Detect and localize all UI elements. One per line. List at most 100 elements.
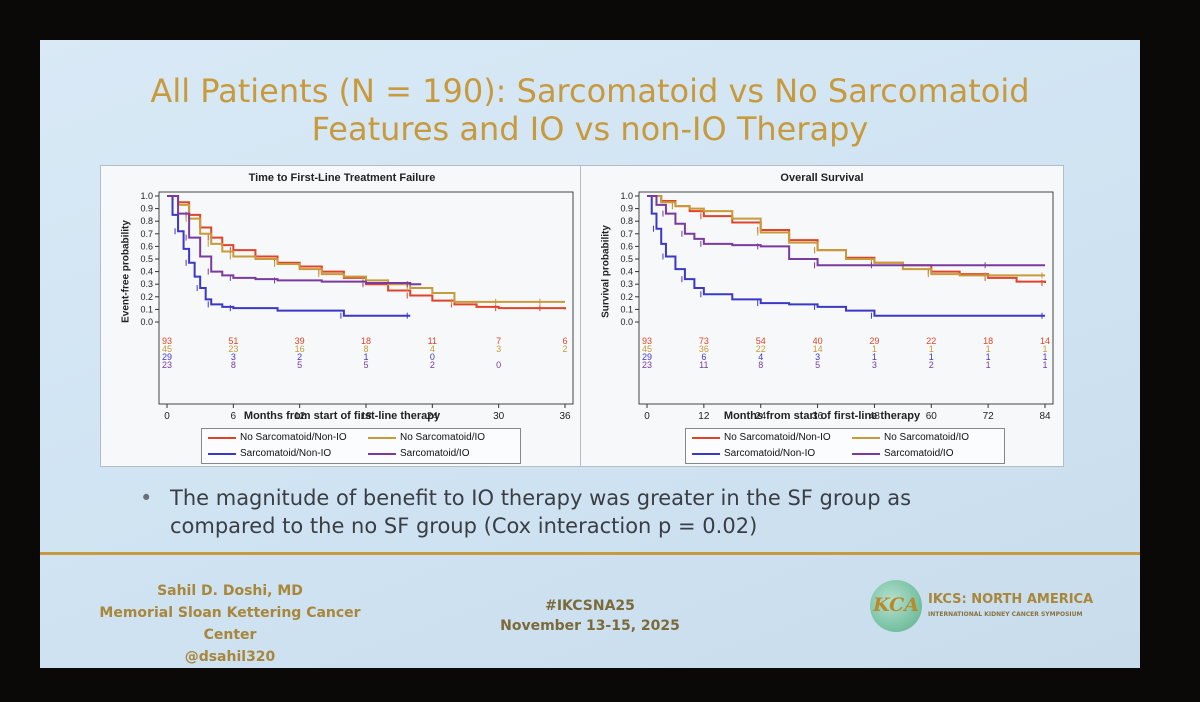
risk-count: 73	[699, 336, 709, 346]
legend-item: No Sarcomatoid/IO	[852, 430, 1010, 446]
y-tick-label: 0.2	[140, 292, 153, 302]
org-subtitle: INTERNATIONAL KIDNEY CANCER SYMPOSIUM	[928, 611, 1083, 618]
plot-frame	[158, 191, 574, 405]
x-tick-label: 84	[1039, 411, 1051, 422]
risk-count: 39	[295, 336, 305, 346]
risk-count: 1	[986, 360, 991, 370]
risk-count: 1	[929, 352, 934, 362]
risk-count: 22	[756, 344, 766, 354]
event-dates: November 13-15, 2025	[500, 618, 680, 634]
legend-label: Sarcomatoid/IO	[884, 448, 954, 459]
risk-count: 45	[642, 344, 652, 354]
x-tick-label: 6	[231, 411, 237, 422]
risk-count: 40	[813, 336, 823, 346]
survival-curve	[647, 195, 1046, 283]
y-axis-label: Survival probability	[600, 225, 612, 318]
survival-curve	[167, 195, 422, 286]
x-tick-label: 36	[812, 411, 824, 422]
risk-count: 11	[699, 360, 708, 370]
risk-count: 1	[929, 344, 934, 354]
risk-count: 3	[496, 344, 501, 354]
y-tick-label: 0.2	[620, 292, 633, 302]
presenter-info: Sahil D. Doshi, MD Memorial Sloan Ketter…	[80, 580, 380, 668]
legend-swatch	[368, 453, 396, 455]
footer-divider	[40, 552, 1140, 555]
y-tick-label: 0.7	[620, 229, 633, 239]
risk-count: 23	[642, 360, 652, 370]
risk-count: 3	[231, 352, 236, 362]
survival-curve	[167, 195, 566, 310]
legend-swatch	[208, 453, 236, 455]
legend-item: No Sarcomatoid/IO	[368, 430, 526, 446]
presenter-handle: @dsahil320	[184, 649, 276, 665]
legend-label: Sarcomatoid/Non-IO	[724, 448, 816, 459]
legend-label: No Sarcomatoid/Non-IO	[240, 432, 347, 443]
risk-count: 1	[872, 344, 877, 354]
risk-count: 22	[926, 336, 936, 346]
x-axis-label: Months from start of first-line therapy	[243, 410, 441, 422]
org-name: IKCS: NORTH AMERICA	[928, 592, 1094, 607]
risk-count: 2	[430, 360, 435, 370]
event-info: #IKCSNA25 November 13-15, 2025	[470, 596, 710, 636]
risk-count: 3	[872, 360, 877, 370]
chart-treatment-failure: 0.0 0.1 0.2 0.3 0.4 0.5 0.6 0.7 0.8 0.9 1.0 0 6 12 18 2…	[100, 165, 584, 467]
bullet-text-line-1: The magnitude of benefit to IO therapy w…	[170, 486, 912, 510]
risk-count: 16	[295, 344, 305, 354]
risk-count: 4	[430, 344, 435, 354]
legend-swatch	[692, 437, 720, 439]
risk-count: 1	[986, 352, 991, 362]
risk-count: 29	[869, 336, 879, 346]
legend-swatch	[208, 437, 236, 439]
risk-count: 1	[1042, 344, 1047, 354]
risk-count: 1	[872, 352, 877, 362]
risk-count: 2	[929, 360, 934, 370]
risk-count: 11	[428, 336, 437, 346]
legend-label: Sarcomatoid/IO	[400, 448, 470, 459]
x-tick-label: 0	[164, 411, 170, 422]
x-tick-label: 60	[926, 411, 938, 422]
y-tick-label: 0.8	[140, 216, 153, 226]
survival-curve	[647, 195, 1045, 317]
risk-count: 8	[363, 344, 368, 354]
risk-count: 5	[363, 360, 368, 370]
x-tick-label: 24	[755, 411, 767, 422]
x-tick-label: 18	[360, 411, 372, 422]
kca-logo-icon: KCA	[870, 580, 922, 632]
x-tick-label: 48	[869, 411, 881, 422]
y-tick-label: 0.5	[140, 254, 153, 264]
risk-count: 2	[562, 344, 567, 354]
risk-count: 51	[228, 336, 238, 346]
chart-legend: No Sarcomatoid/Non-IO No Sarcomatoid/IO …	[201, 428, 521, 464]
y-tick-label: 0.6	[620, 241, 633, 251]
y-tick-label: 0.6	[140, 241, 153, 251]
presenter-name: Sahil D. Doshi, MD	[157, 583, 303, 599]
survival-curve	[167, 195, 411, 317]
y-axis-label: Event-free probability	[120, 220, 132, 323]
y-tick-label: 0.9	[620, 204, 633, 214]
slide-title-line-1: All Patients (N = 190): Sarcomatoid vs N…	[150, 72, 1030, 110]
y-tick-label: 0.4	[140, 267, 153, 277]
plot-frame	[638, 191, 1054, 405]
legend-label: No Sarcomatoid/IO	[400, 432, 486, 443]
y-tick-label: 0.0	[620, 317, 633, 327]
legend-label: No Sarcomatoid/IO	[884, 432, 970, 443]
risk-count: 4	[758, 352, 763, 362]
risk-count: 36	[699, 344, 709, 354]
y-tick-label: 0.1	[140, 304, 153, 314]
legend-item: Sarcomatoid/IO	[368, 446, 526, 462]
risk-count: 18	[983, 336, 993, 346]
legend-item: Sarcomatoid/Non-IO	[692, 446, 850, 462]
presenter-org: Memorial Sloan Kettering Cancer Center	[99, 605, 361, 643]
event-hashtag: #IKCSNA25	[545, 598, 635, 614]
survival-curve	[647, 195, 1045, 277]
x-tick-label: 72	[983, 411, 995, 422]
bullet-text: The magnitude of benefit to IO therapy w…	[170, 484, 911, 540]
risk-count: 1	[363, 352, 368, 362]
legend-swatch	[692, 453, 720, 455]
risk-count: 23	[228, 344, 238, 354]
risk-count: 5	[815, 360, 820, 370]
y-tick-label: 0.0	[140, 317, 153, 327]
risk-count: 1	[1042, 352, 1047, 362]
risk-count: 29	[642, 352, 652, 362]
y-tick-label: 0.4	[620, 267, 633, 277]
